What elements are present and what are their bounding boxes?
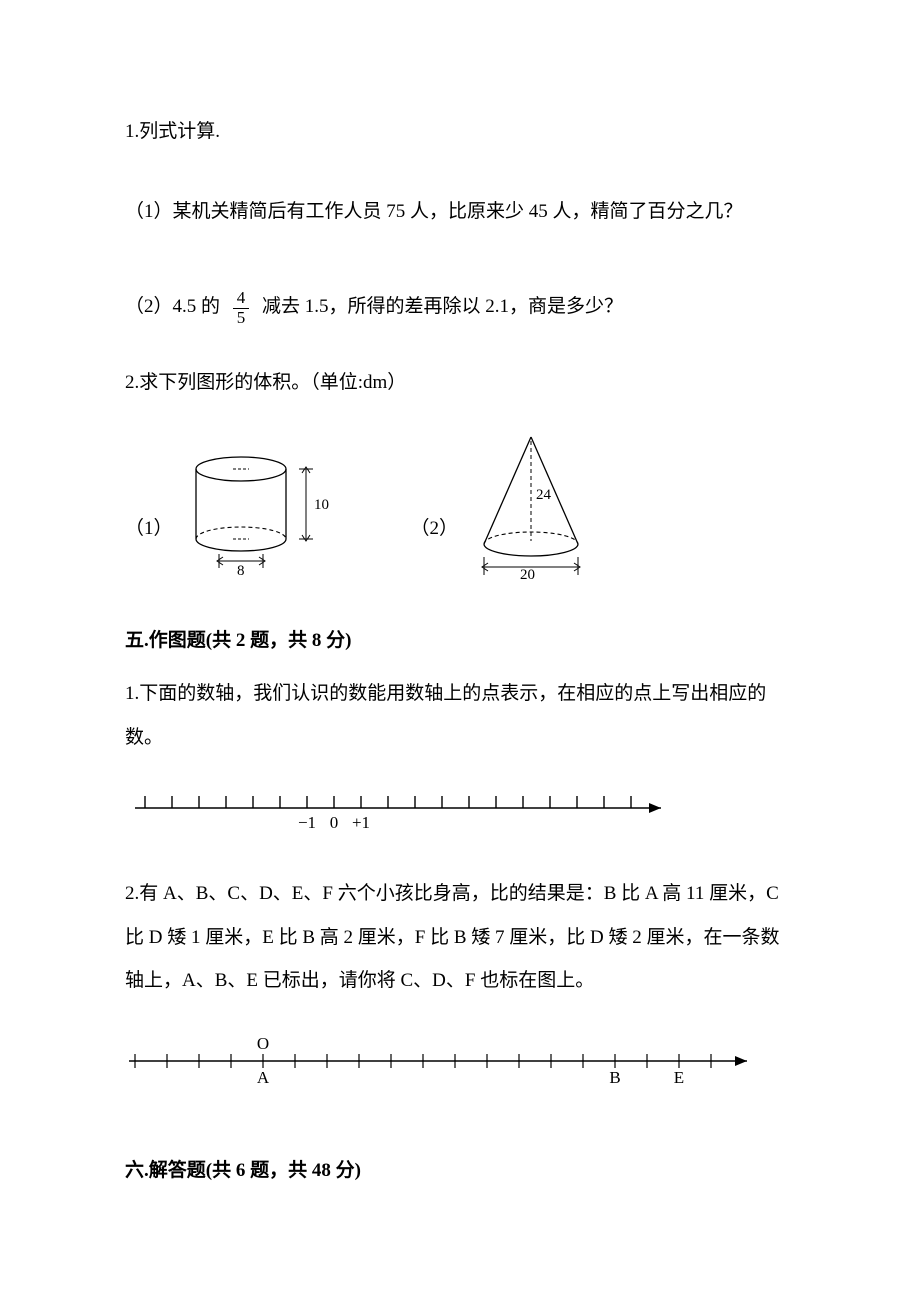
section6-title: 六.解答题(共 6 题，共 48 分) [125,1149,795,1193]
svg-text:O: O [257,1034,269,1053]
page: 1.列式计算. （1）某机关精简后有工作人员 75 人，比原来少 45 人，精简… [0,0,920,1263]
figure-row: （1） 10 [125,429,795,579]
svg-text:E: E [674,1068,684,1087]
s5-q1: 1.下面的数轴，我们认识的数能用数轴上的点表示，在相应的点上写出相应的数。 [125,672,795,759]
fig1-label: （1） [125,507,173,551]
q1-sub2: （2）4.5 的 4 5 减去 1.5，所得的差再除以 2.1，商是多少？ [125,285,795,329]
svg-text:20: 20 [520,567,535,579]
q1-sub2-pre: （2）4.5 的 [125,296,220,317]
number-line-2: OA B E [125,1027,785,1097]
q1-sub1: （1）某机关精简后有工作人员 75 人，比原来少 45 人，精简了百分之几？ [125,190,795,234]
q1-sub2-post: 减去 1.5，所得的差再除以 2.1，商是多少？ [262,296,623,317]
svg-text:10: 10 [314,497,329,513]
frac-num: 4 [233,289,250,309]
s5-q2: 2.有 A、B、C、D、E、F 六个小孩比身高，比的结果是：B 比 A 高 11… [125,872,795,1003]
svg-text:A: A [257,1068,270,1087]
svg-text:24: 24 [536,487,552,503]
svg-text:B: B [609,1068,620,1087]
q2-title: 2.求下列图形的体积。（单位:dm） [125,361,795,405]
svg-text:+1: +1 [352,813,370,832]
number-line-1: −1 0 +1 [125,784,725,844]
q1-title: 1.列式计算. [125,110,795,154]
figure-2: （2） 24 20 [411,429,617,579]
figure-1: （1） 10 [125,449,351,579]
cylinder-icon: 10 8 [181,449,351,579]
svg-text:−1: −1 [298,813,316,832]
svg-text:8: 8 [237,563,245,579]
fraction-4-5: 4 5 [233,289,250,327]
section5-title: 五.作图题(共 2 题，共 8 分) [125,619,795,663]
fig2-label: （2） [411,507,459,551]
cone-icon: 24 20 [466,429,616,579]
frac-den: 5 [233,309,250,328]
svg-text:0: 0 [330,813,339,832]
